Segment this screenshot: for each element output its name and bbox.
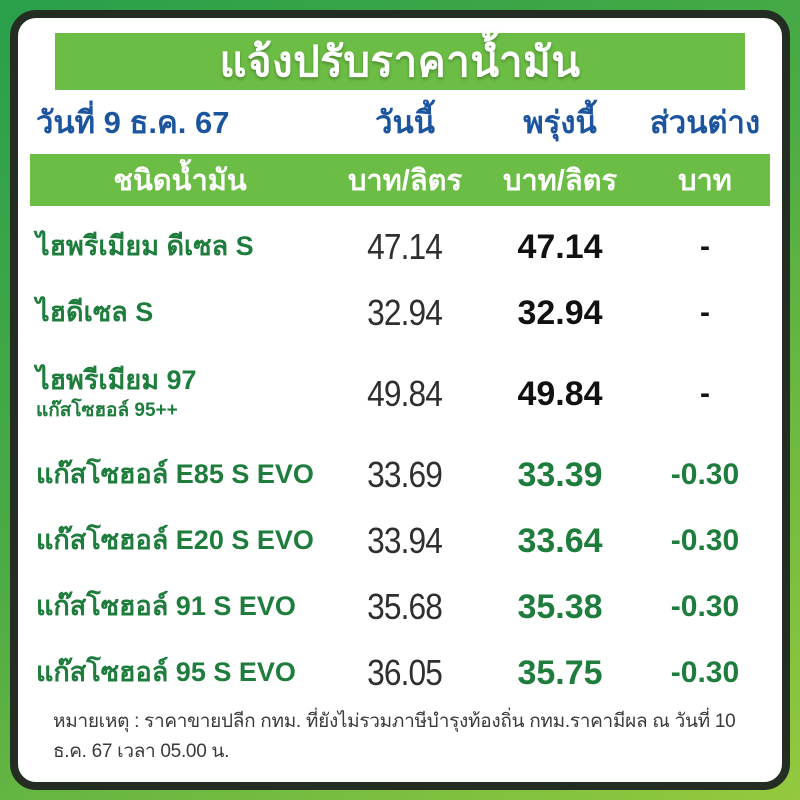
price-notice-card: แจ้งปรับราคาน้ำมัน วันที่ 9 ธ.ค. 67 วันน… [10, 10, 790, 790]
column-header-difference: ส่วนต่าง [649, 105, 761, 140]
price-difference-cell: - [700, 296, 710, 329]
price-tomorrow-cell: 32.94 [517, 293, 603, 332]
column-header-tomorrow: พรุ่งนี้ [523, 105, 597, 140]
price-today-cell: 35.68 [330, 586, 480, 628]
table-row: แก๊สโซฮอล์ E85 S EVO 33.69 33.39 -0.30 [30, 442, 770, 508]
fuel-name: ไฮพรีเมียม 97 [36, 364, 197, 395]
price-today: 47.14 [367, 226, 444, 267]
fuel-name: แก๊สโซฮอล์ E85 S EVO [36, 459, 314, 490]
price-table-body: ไฮพรีเมียม ดีเซล S 47.14 47.14 - ไฮดีเซล… [30, 214, 770, 706]
price-today: 33.69 [367, 454, 444, 495]
price-tomorrow-cell: 33.39 [517, 455, 603, 494]
fuel-name: ไฮดีเซล S [36, 297, 154, 328]
table-row: ไฮพรีเมียม ดีเซล S 47.14 47.14 - [30, 214, 770, 280]
price-difference-cell: -0.30 [670, 524, 740, 557]
price-difference-cell: - [700, 377, 710, 410]
price-today: 49.84 [367, 373, 444, 414]
fuel-name-cell: แก๊สโซฮอล์ 91 S EVO [30, 591, 330, 622]
price-tomorrow-cell: 35.38 [517, 587, 603, 626]
price-difference-cell: -0.30 [670, 590, 740, 623]
table-row: แก๊สโซฮอล์ 91 S EVO 35.68 35.38 -0.30 [30, 574, 770, 640]
fuel-name-cell: แก๊สโซฮอล์ E85 S EVO [30, 459, 330, 490]
price-today-cell: 33.94 [330, 520, 480, 562]
fuel-subname: แก๊สโซฮอล์ 95++ [36, 400, 178, 422]
price-today: 36.05 [367, 652, 444, 693]
price-tomorrow-cell: 35.75 [517, 653, 603, 692]
price-tomorrow-cell: 49.84 [517, 374, 603, 413]
price-difference-cell: - [700, 230, 710, 263]
price-today-cell: 33.69 [330, 454, 480, 496]
price-difference-cell: -0.30 [670, 656, 740, 689]
price-tomorrow-cell: 33.64 [517, 521, 603, 560]
table-row: ไฮดีเซล S 32.94 32.94 - [30, 280, 770, 346]
fuel-name-cell: ไฮพรีเมียม 97 แก๊สโซฮอล์ 95++ [30, 364, 330, 423]
price-today-cell: 47.14 [330, 226, 480, 268]
date-label: วันที่ 9 ธ.ค. 67 [36, 105, 230, 140]
fuel-type-header: ชนิดน้ำมัน [113, 165, 247, 197]
price-today-cell: 32.94 [330, 292, 480, 334]
fuel-name-cell: แก๊สโซฮอล์ E20 S EVO [30, 525, 330, 556]
fuel-name-cell: ไฮพรีเมียม ดีเซล S [30, 231, 330, 262]
price-today: 35.68 [367, 586, 444, 627]
fuel-name-cell: แก๊สโซฮอล์ 95 S EVO [30, 657, 330, 688]
price-today: 33.94 [367, 520, 444, 561]
price-difference-cell: -0.30 [670, 458, 740, 491]
fuel-name-cell: ไฮดีเซล S [30, 297, 330, 328]
fuel-name: แก๊สโซฮอล์ E20 S EVO [36, 525, 314, 556]
column-header-today: วันนี้ [375, 105, 435, 140]
table-row: แก๊สโซฮอล์ E20 S EVO 33.94 33.64 -0.30 [30, 508, 770, 574]
table-row: ไฮพรีเมียม 97 แก๊สโซฮอล์ 95++ 49.84 49.8… [30, 346, 770, 442]
unit-tomorrow: บาท/ลิตร [502, 165, 618, 197]
page-title: แจ้งปรับราคาน้ำมัน [219, 37, 581, 85]
price-today-cell: 49.84 [330, 373, 480, 415]
footer-note: หมายเหตุ : ราคาขายปลีก กทม. ที่ยังไม่รวม… [53, 711, 736, 762]
title-banner: แจ้งปรับราคาน้ำมัน [55, 33, 745, 90]
fuel-name: แก๊สโซฮอล์ 95 S EVO [36, 657, 296, 688]
footer: หมายเหตุ : ราคาขายปลีก กทม. ที่ยังไม่รวม… [18, 706, 782, 782]
price-today-cell: 36.05 [330, 652, 480, 694]
unit-today: บาท/ลิตร [347, 165, 463, 197]
fuel-name: ไฮพรีเมียม ดีเซล S [36, 231, 254, 262]
column-header-row: วันที่ 9 ธ.ค. 67 วันนี้ พรุ่งนี้ ส่วนต่า… [30, 90, 770, 154]
unit-difference: บาท [678, 165, 732, 197]
fuel-name: แก๊สโซฮอล์ 91 S EVO [36, 591, 296, 622]
table-row: แก๊สโซฮอล์ 95 S EVO 36.05 35.75 -0.30 [30, 640, 770, 706]
price-tomorrow-cell: 47.14 [517, 227, 603, 266]
unit-header-bar: ชนิดน้ำมัน บาท/ลิตร บาท/ลิตร บาท [30, 154, 770, 206]
price-today: 32.94 [367, 292, 444, 333]
